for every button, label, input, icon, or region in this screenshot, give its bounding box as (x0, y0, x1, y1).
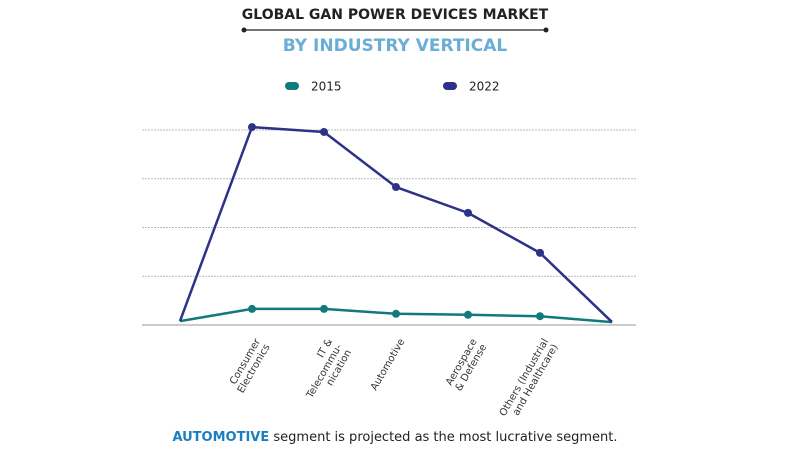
chart-title: GLOBAL GAN POWER DEVICES MARKET (242, 7, 549, 23)
footnote-text: segment is projected as the most lucrati… (273, 430, 617, 445)
point (392, 309, 400, 318)
series-line (178, 125, 613, 323)
point (536, 248, 544, 257)
point (536, 312, 544, 321)
footnote: AUTOMOTIVE segment is projected as the m… (172, 430, 617, 445)
footnote-highlight: AUTOMOTIVE (172, 430, 269, 445)
point (248, 304, 256, 313)
legend-swatch (285, 82, 299, 90)
point (464, 208, 472, 217)
legend-label: 2022 (469, 80, 500, 94)
rule-dot (543, 27, 549, 33)
point (464, 310, 472, 319)
point (248, 123, 256, 132)
chart-subtitle: BY INDUSTRY VERTICAL (283, 36, 508, 56)
legend-swatch (443, 82, 457, 90)
point (392, 183, 400, 192)
rule-dot (241, 27, 247, 33)
legend-label: 2015 (311, 80, 342, 94)
point (320, 304, 328, 313)
point (320, 127, 328, 136)
